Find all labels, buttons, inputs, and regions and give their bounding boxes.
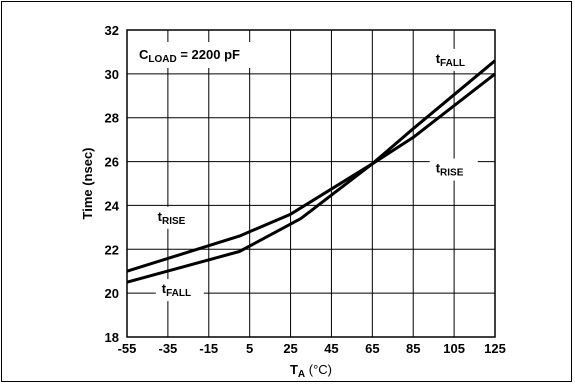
x-tick-label: 65 bbox=[365, 341, 379, 356]
series-annotation-rise: tRISE bbox=[436, 161, 464, 179]
labels: TA (°C) Time (nsec) CLOAD = 2200 pF tRISE tF… bbox=[80, 42, 478, 380]
y-tick-label: 26 bbox=[105, 155, 119, 170]
x-tick-label: -15 bbox=[199, 341, 218, 356]
y-tick-label: 20 bbox=[105, 286, 119, 301]
x-tick-label: -35 bbox=[158, 341, 177, 356]
series-annotation-rise: tRISE bbox=[158, 209, 186, 227]
x-tick-label: 85 bbox=[406, 341, 420, 356]
y-tick-label: 28 bbox=[105, 111, 119, 126]
grid-lines bbox=[126, 29, 496, 338]
x-axis-label: TA (°C) bbox=[290, 362, 332, 380]
label-mask bbox=[155, 279, 204, 302]
series-line-tfall bbox=[126, 59, 496, 284]
x-tick-label: 5 bbox=[246, 341, 253, 356]
y-tick-label: 24 bbox=[105, 198, 120, 213]
x-tick-label: 25 bbox=[283, 341, 297, 356]
plot-area-border bbox=[126, 29, 496, 338]
y-tick-label: 18 bbox=[105, 330, 119, 345]
series-lines bbox=[126, 59, 496, 284]
y-tick-label: 22 bbox=[105, 242, 119, 257]
y-tick-label: 32 bbox=[105, 23, 119, 38]
x-tick-label: 45 bbox=[324, 341, 338, 356]
label-mask bbox=[151, 206, 200, 229]
series-annotation-fall: tFALL bbox=[436, 51, 465, 69]
series-line-trise bbox=[126, 72, 496, 273]
x-tick-label: 105 bbox=[443, 341, 465, 356]
load-condition-label: CLOAD = 2200 pF bbox=[139, 47, 240, 65]
x-tick-label: 125 bbox=[484, 341, 506, 356]
label-mask bbox=[429, 158, 478, 181]
label-mask bbox=[429, 48, 478, 71]
series-annotation-fall: tFALL bbox=[162, 281, 191, 299]
y-axis-label: Time (nsec) bbox=[80, 147, 95, 219]
y-tick-label: 30 bbox=[105, 67, 119, 82]
label-mask bbox=[132, 42, 280, 68]
tick-labels: -55 -35 -15 5 25 45 65 85 105 125 18 20 22 24 26 28 30 32 bbox=[105, 23, 506, 356]
x-tick-label: -55 bbox=[118, 341, 137, 356]
